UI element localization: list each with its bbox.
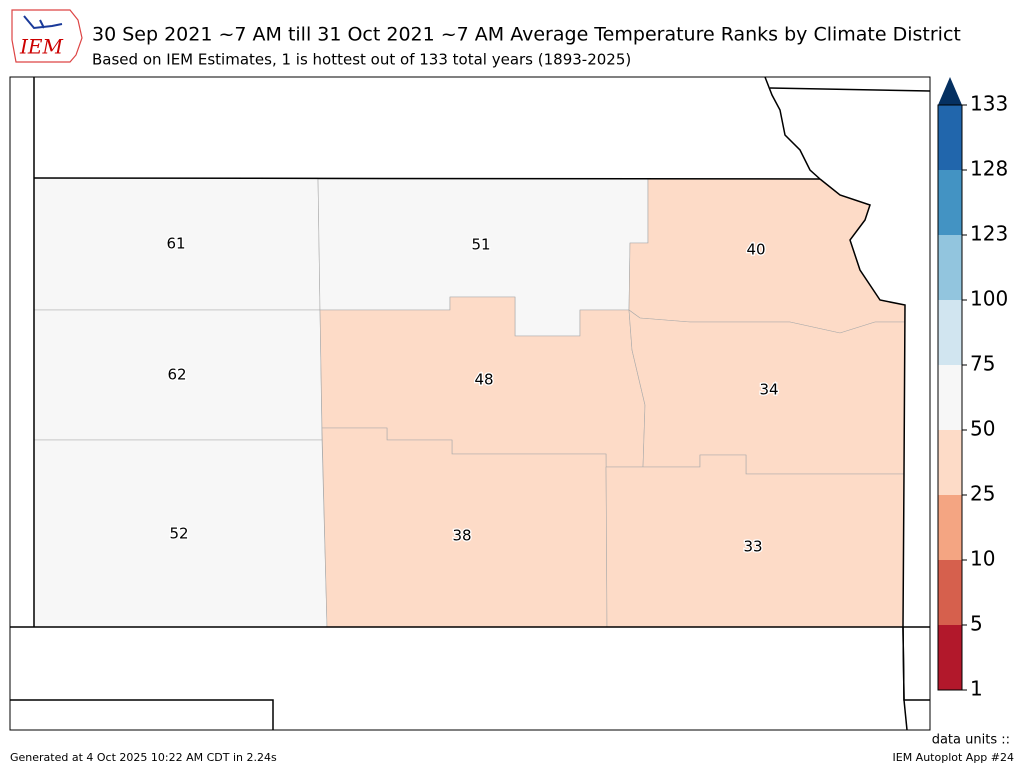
district-rank: 52 bbox=[169, 525, 188, 543]
district-rank: 51 bbox=[471, 236, 490, 254]
colorbar-tick-label: 10 bbox=[970, 547, 995, 571]
colorbar-bin bbox=[938, 235, 962, 300]
colorbar-tick-label: 123 bbox=[970, 222, 1008, 246]
generated-note: Generated at 4 Oct 2025 10:22 AM CDT in … bbox=[10, 751, 277, 764]
colorbar: 1 5 10 25 50 75 100 123 128 133 bbox=[937, 77, 1008, 701]
colorbar-tick-label: 133 bbox=[970, 92, 1008, 116]
logo-text: IEM bbox=[19, 35, 64, 59]
colorbar-bin bbox=[938, 625, 962, 690]
colorbar-tick-label: 100 bbox=[970, 287, 1008, 311]
logo: IEM bbox=[11, 9, 83, 63]
district-rank: 34 bbox=[759, 381, 778, 399]
title: 30 Sep 2021 ~7 AM till 31 Oct 2021 ~7 AM… bbox=[92, 24, 961, 46]
district-rank: 48 bbox=[474, 371, 493, 389]
colorbar-bin bbox=[938, 495, 962, 560]
state-borders bbox=[10, 76, 931, 731]
units-note: data units :: bbox=[932, 733, 1010, 748]
colorbar-tick-label: 50 bbox=[970, 417, 995, 441]
colorbar-bin bbox=[938, 105, 962, 170]
district-rank: 38 bbox=[452, 527, 471, 545]
district-rank: 62 bbox=[167, 366, 186, 384]
colorbar-bin bbox=[938, 365, 962, 430]
colorbar-bin bbox=[938, 300, 962, 365]
app-note: IEM Autoplot App #24 bbox=[893, 751, 1015, 764]
colorbar-bin bbox=[938, 170, 962, 235]
subtitle: Based on IEM Estimates, 1 is hottest out… bbox=[92, 51, 631, 69]
colorbar-outline bbox=[937, 104, 963, 691]
colorbar-extend bbox=[938, 77, 962, 105]
colorbar-bin bbox=[938, 560, 962, 625]
district-rank: 40 bbox=[746, 241, 765, 259]
colorbar-tick-label: 5 bbox=[970, 612, 983, 636]
colorbar-tick-label: 75 bbox=[970, 352, 995, 376]
colorbar-tick-label: 128 bbox=[970, 157, 1008, 181]
districts: 61 62 52 51 48 38 40 34 33 bbox=[33, 177, 906, 628]
colorbar-bin bbox=[938, 430, 962, 495]
colorbar-tick-label: 25 bbox=[970, 482, 995, 506]
district-rank: 33 bbox=[743, 538, 762, 556]
colorbar-tick-label: 1 bbox=[970, 677, 983, 701]
district-rank: 61 bbox=[166, 235, 185, 253]
